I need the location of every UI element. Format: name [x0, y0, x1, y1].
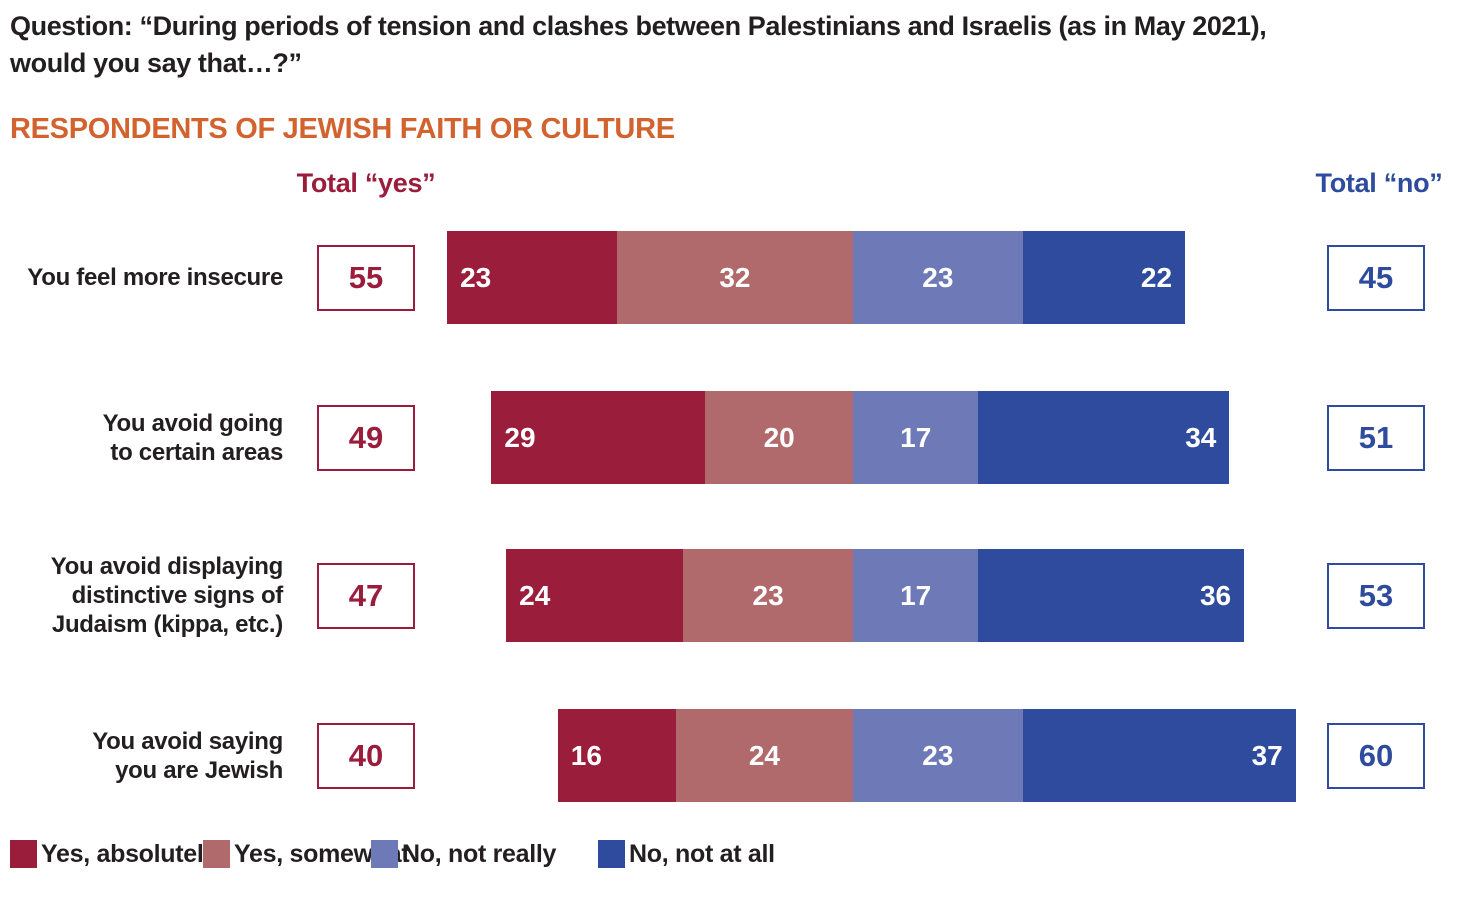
question-line-1: Question: “During periods of tension and… [10, 11, 1267, 41]
total-yes-value: 55 [317, 244, 415, 311]
total-no-value: 60 [1327, 722, 1425, 789]
bar-segment-no-not-really: 17 [852, 549, 979, 642]
total-no-header: Total “no” [1315, 168, 1443, 198]
bar-segment-yes-somewhat: 23 [683, 549, 853, 642]
bar-segment-yes-absolutely: 16 [557, 709, 676, 802]
legend-label: No, not really [402, 839, 557, 868]
question-text: Question: “During periods of tension and… [10, 8, 1267, 82]
bar-segment-no-not-really: 17 [852, 391, 979, 484]
bar-segment-yes-somewhat: 20 [705, 391, 853, 484]
bar-segment-no-not-at-all: 37 [1022, 709, 1296, 802]
stacked-bar: 29 20 17 34 [491, 391, 1230, 484]
bar-segment-no-not-at-all: 34 [978, 391, 1230, 484]
total-yes-value: 40 [317, 722, 415, 789]
bar-segment-no-not-really: 23 [852, 709, 1023, 802]
total-no-value: 51 [1327, 404, 1425, 471]
question-line-2: would you say that…?” [10, 48, 302, 78]
category-label: You feel more insecure [27, 264, 283, 291]
total-yes-header: Total “yes” [296, 168, 436, 198]
legend-swatch-icon [598, 840, 625, 868]
stacked-bar: 16 24 23 37 [557, 709, 1296, 802]
legend-swatch-icon [10, 840, 37, 868]
bar-segment-yes-absolutely: 24 [506, 549, 684, 642]
bar-segment-no-not-at-all: 36 [978, 549, 1245, 642]
legend-label: Yes, absolutely [41, 839, 218, 868]
legend-swatch-icon [371, 840, 398, 868]
legend-swatch-icon [203, 840, 230, 868]
legend-item: Yes, absolutely [10, 840, 217, 868]
category-label: You avoid saying you are Jewish [92, 727, 283, 784]
legend-item: No, not at all [598, 840, 775, 868]
bar-segment-no-not-really: 23 [852, 231, 1023, 324]
stacked-bar: 23 32 23 22 [447, 231, 1186, 324]
total-no-value: 45 [1327, 244, 1425, 311]
total-yes-value: 47 [317, 562, 415, 629]
bar-segment-yes-absolutely: 29 [491, 391, 706, 484]
bar-segment-no-not-at-all: 22 [1022, 231, 1186, 324]
chart-title: RESPONDENTS OF JEWISH FAITH OR CULTURE [10, 113, 675, 145]
legend-label: No, not at all [629, 839, 775, 868]
chart-legend: Yes, absolutely Yes, somewhat No, not real… [0, 840, 1470, 870]
stacked-bar: 24 23 17 36 [506, 549, 1245, 642]
total-yes-value: 49 [317, 404, 415, 471]
bar-segment-yes-absolutely: 23 [447, 231, 617, 324]
bar-segment-yes-somewhat: 24 [675, 709, 853, 802]
total-no-value: 53 [1327, 562, 1425, 629]
bar-segment-yes-somewhat: 32 [616, 231, 853, 324]
legend-item: No, not really [371, 840, 556, 868]
category-label: You avoid displaying distinctive signs o… [50, 553, 284, 638]
category-label: You avoid going to certain areas [102, 409, 284, 466]
